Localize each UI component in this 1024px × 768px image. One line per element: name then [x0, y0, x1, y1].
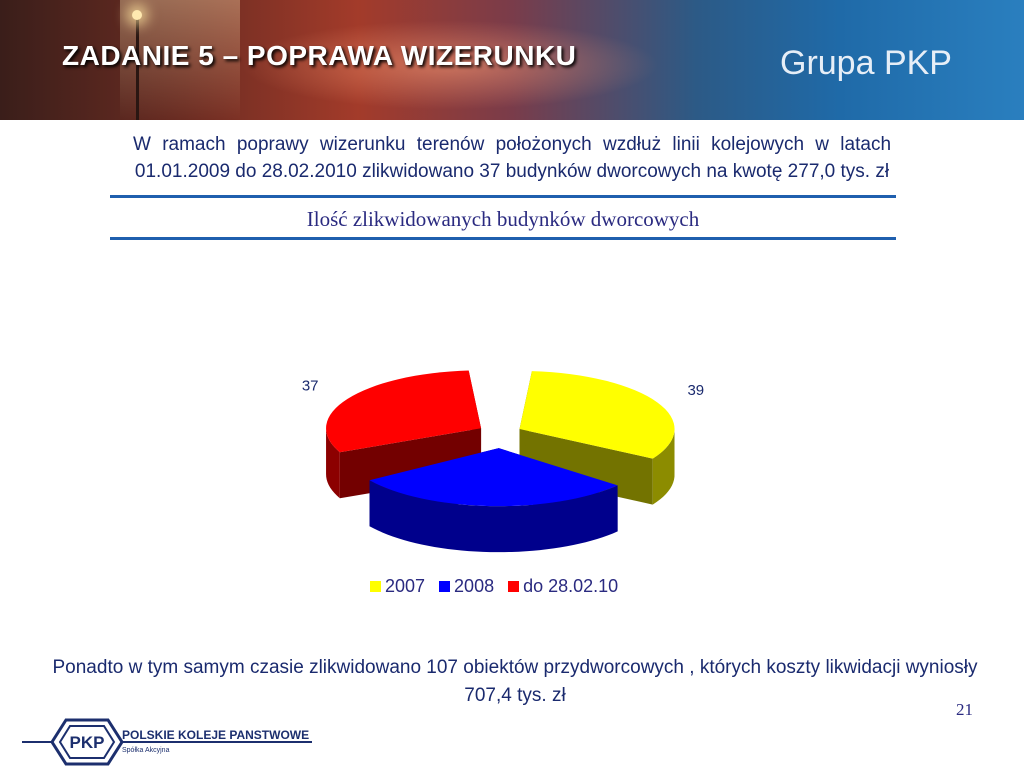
legend-swatch — [508, 581, 520, 592]
pkp-logo: PKP POLSKIE KOLEJE PANSTWOWE Spółka Akcy… — [22, 718, 312, 766]
pie-slice-edge-1-2007 — [519, 428, 653, 505]
logo-line-1: POLSKIE KOLEJE PANSTWOWE — [122, 728, 309, 742]
legend-swatch — [370, 581, 381, 592]
pie-slice-2008 — [369, 448, 618, 507]
header-banner: ZADANIE 5 – POPRAWA WIZERUNKU Grupa PKP — [0, 0, 1024, 120]
page-number: 21 — [956, 700, 973, 719]
header-glow — [240, 20, 660, 110]
legend-label: 2007 — [385, 576, 426, 596]
pie-data-label: 39 — [687, 382, 704, 399]
legend-swatch — [439, 581, 451, 592]
chart-title-bottom-rule — [110, 237, 896, 240]
logo-monogram: PKP — [70, 733, 105, 752]
intro-text: W ramach poprawy wizerunku terenów położ… — [20, 131, 1004, 185]
pie-slice-do-28-02-10 — [326, 370, 482, 453]
legend-item: 2007 — [370, 576, 425, 597]
lamp-pole — [136, 18, 139, 120]
logo-line-2: Spółka Akcyjna — [122, 747, 170, 754]
slide-title: ZADANIE 5 – POPRAWA WIZERUNKU — [62, 40, 577, 71]
pie-slice-side-2007 — [652, 427, 675, 505]
header-light-beam — [120, 0, 240, 120]
pie-data-label: 37 — [302, 378, 319, 395]
legend-item: 2008 — [439, 576, 494, 597]
intro-line-2: 01.01.2009 do 28.02.2010 zlikwidowano 37… — [134, 161, 890, 182]
chart-title: Ilość zlikwidowanych budynków dworcowych — [306, 207, 700, 231]
street-lamp — [132, 10, 142, 20]
pie-slice-side-do-28-02-10 — [326, 427, 340, 499]
chart-title-top-rule — [110, 195, 896, 198]
legend-label: do 28.02.10 — [523, 576, 619, 596]
pie-chart: 393637 — [302, 370, 704, 553]
footer-text: Ponadto w tym samym czasie zlikwidowano … — [52, 657, 978, 706]
legend-item: do 28.02.10 — [508, 576, 618, 597]
intro-line-1: W ramach poprawy wizerunku terenów położ… — [132, 134, 892, 155]
chart-legend: 2007 2008 do 28.02.10 — [370, 576, 618, 597]
legend-label: 2008 — [454, 576, 495, 596]
pie-slice-2007 — [519, 371, 675, 459]
brand-name: Grupa PKP — [780, 44, 952, 82]
pie-slice-side-2008 — [369, 480, 618, 553]
